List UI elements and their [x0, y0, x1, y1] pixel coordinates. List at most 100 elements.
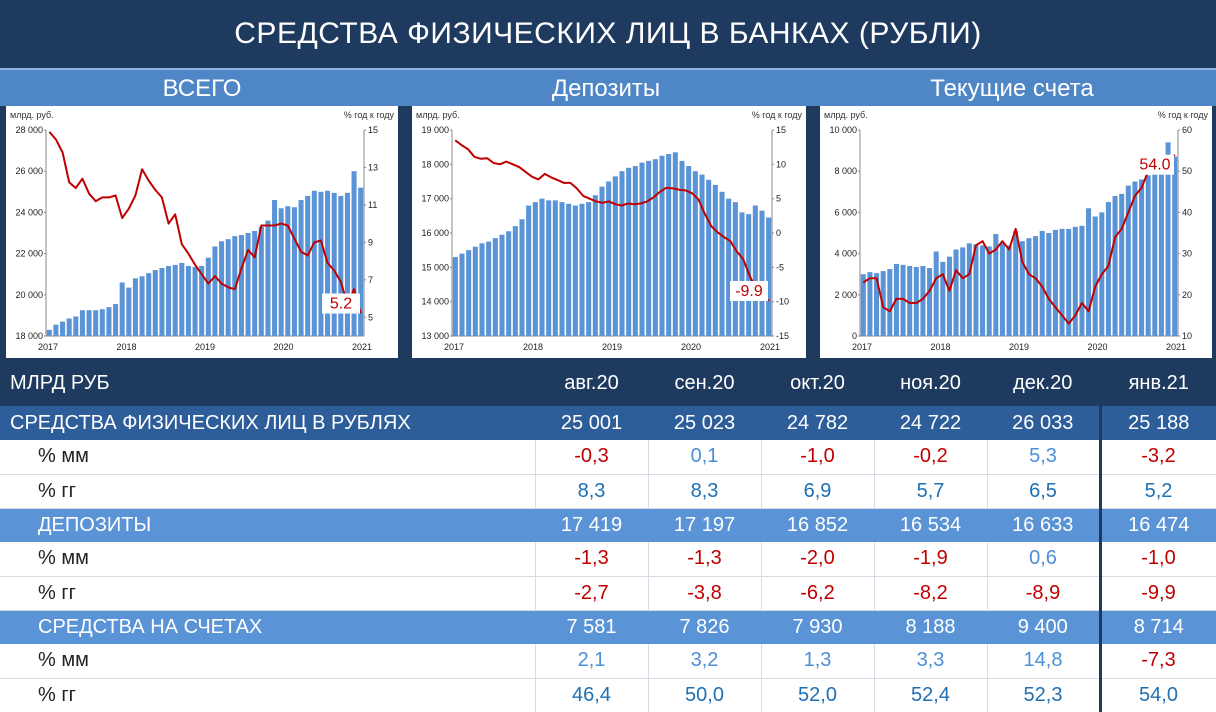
bar: [1066, 228, 1072, 336]
table-cell: 52,3: [987, 678, 1101, 712]
bar: [646, 160, 652, 336]
bar: [119, 282, 125, 336]
table-header-row: МЛРД РУБ авг.20 сен.20 окт.20 ноя.20 дек…: [0, 360, 1216, 406]
data-table-wrap: МЛРД РУБ авг.20 сен.20 окт.20 ноя.20 дек…: [0, 360, 1216, 712]
table-cell: -6,2: [761, 576, 875, 611]
table-row: СРЕДСТВА НА СЧЕТАХ 7 581 7 826 7 930 8 188 9 …: [0, 610, 1216, 644]
y-tick-left: 6 000: [834, 207, 857, 217]
bar: [732, 202, 738, 336]
bar: [139, 276, 145, 336]
end-label-bg: [730, 280, 768, 301]
bar: [546, 200, 552, 336]
month-header: янв.21: [1098, 360, 1216, 406]
bar: [626, 167, 632, 336]
chart-deposits-svg: млрд. руб. % год к году 13 000 14 000 15 000…: [416, 110, 803, 352]
y-tick-left: 22 000: [15, 249, 43, 259]
table-cell: 52,0: [761, 678, 875, 712]
y-tick-right: 5: [776, 194, 781, 204]
bar: [159, 268, 165, 336]
bar: [1006, 245, 1012, 336]
bar: [311, 190, 317, 336]
table-cell: 3,2: [648, 644, 762, 679]
row-label: % гг: [0, 474, 536, 509]
bar: [1086, 208, 1092, 336]
bar: [712, 184, 718, 336]
bar: [940, 261, 946, 336]
bar: [986, 246, 992, 336]
bar: [132, 278, 138, 336]
bar: [933, 251, 939, 336]
bar: [1092, 216, 1098, 336]
bar: [66, 318, 72, 336]
bar: [1152, 173, 1158, 336]
y-tick-left: 10 000: [829, 125, 857, 135]
yoy-line: [862, 154, 1176, 325]
x-tick-label: 2017: [444, 342, 464, 352]
table-cell: 16 534: [874, 508, 987, 542]
y-tick-right: 15: [368, 125, 378, 135]
table-cell: 25 001: [535, 406, 648, 440]
x-tick-label: 2021: [760, 342, 780, 352]
month-header: дек.20: [987, 360, 1100, 406]
table-cell: 25 188: [1098, 406, 1216, 440]
table-cell: 5,2: [1098, 474, 1216, 509]
bar: [1119, 193, 1125, 336]
bar: [146, 273, 152, 336]
y-tick-right: 11: [368, 200, 377, 210]
bar: [265, 220, 271, 336]
bar: [706, 179, 712, 336]
y-tick-left: 0: [852, 331, 857, 341]
unit-label-right: % год к году: [344, 110, 395, 120]
y-tick-left: 18 000: [15, 331, 43, 341]
unit-label-right: % год к году: [752, 110, 803, 120]
table-cell: -3,2: [1098, 440, 1216, 475]
bar: [344, 192, 350, 336]
bar: [759, 210, 765, 336]
bar: [726, 198, 732, 336]
bar: [579, 203, 585, 336]
y-tick-left: 19 000: [421, 125, 449, 135]
bar: [1026, 238, 1032, 336]
y-tick-left: 4 000: [834, 249, 857, 259]
table-cell: 52,4: [874, 678, 988, 712]
bar: [86, 310, 92, 336]
table-cell: 16 474: [1098, 508, 1216, 542]
bar: [113, 304, 119, 336]
y-tick-right: 9: [368, 237, 373, 247]
bar: [672, 152, 678, 336]
table-cell: -9,9: [1098, 576, 1216, 611]
table-cell: 16 852: [761, 508, 874, 542]
bar: [53, 324, 59, 336]
table-row: % гг 8,3 8,3 6,9 5,7 6,5 5,2: [0, 474, 1216, 509]
bar: [1165, 142, 1171, 336]
panel-header-bar: ВСЕГО Депозиты Текущие счета: [0, 68, 1216, 106]
bar: [192, 266, 198, 336]
bar: [686, 166, 692, 336]
panel-title-accounts: Текущие счета: [930, 75, 1094, 102]
bar: [1033, 236, 1039, 336]
table-cell: 5,7: [874, 474, 988, 509]
bar: [492, 238, 498, 336]
bar: [1079, 225, 1085, 336]
bar: [93, 310, 99, 336]
bar: [632, 166, 638, 336]
bar: [526, 205, 532, 336]
y-tick-right: 10: [776, 159, 786, 169]
bar: [205, 257, 211, 336]
bar: [60, 321, 66, 336]
table-row: % мм -0,3 0,1 -1,0 -0,2 5,3 -3,2: [0, 440, 1216, 475]
x-tick-label: 2020: [1087, 342, 1107, 352]
x-tick-label: 2021: [1166, 342, 1186, 352]
x-tick-label: 2020: [273, 342, 293, 352]
bar: [1059, 228, 1065, 336]
table-cell: 17 197: [648, 508, 761, 542]
bar: [166, 265, 172, 336]
bar: [639, 162, 645, 336]
chart-total: млрд. руб. % год к году 18 000 20 000 22 000…: [6, 106, 398, 358]
bar: [1105, 202, 1111, 336]
bar: [960, 247, 966, 336]
bar: [606, 181, 612, 336]
bar: [351, 171, 357, 336]
table-cell: 17 419: [535, 508, 648, 542]
table-cell: -1,0: [761, 440, 875, 475]
